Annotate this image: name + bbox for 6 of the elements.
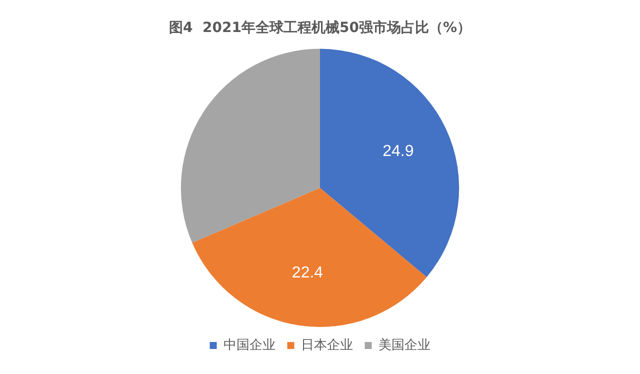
legend-label: 中国企业 — [223, 338, 276, 353]
legend-label: 美国企业 — [378, 336, 430, 353]
legend-label: 日本企业 — [300, 338, 353, 353]
chart-title: 图4 2021年全球工程机械50强市场占比（%） — [169, 19, 471, 36]
data-label: 24.9 — [382, 142, 414, 160]
data-label: 22.4 — [292, 264, 324, 282]
